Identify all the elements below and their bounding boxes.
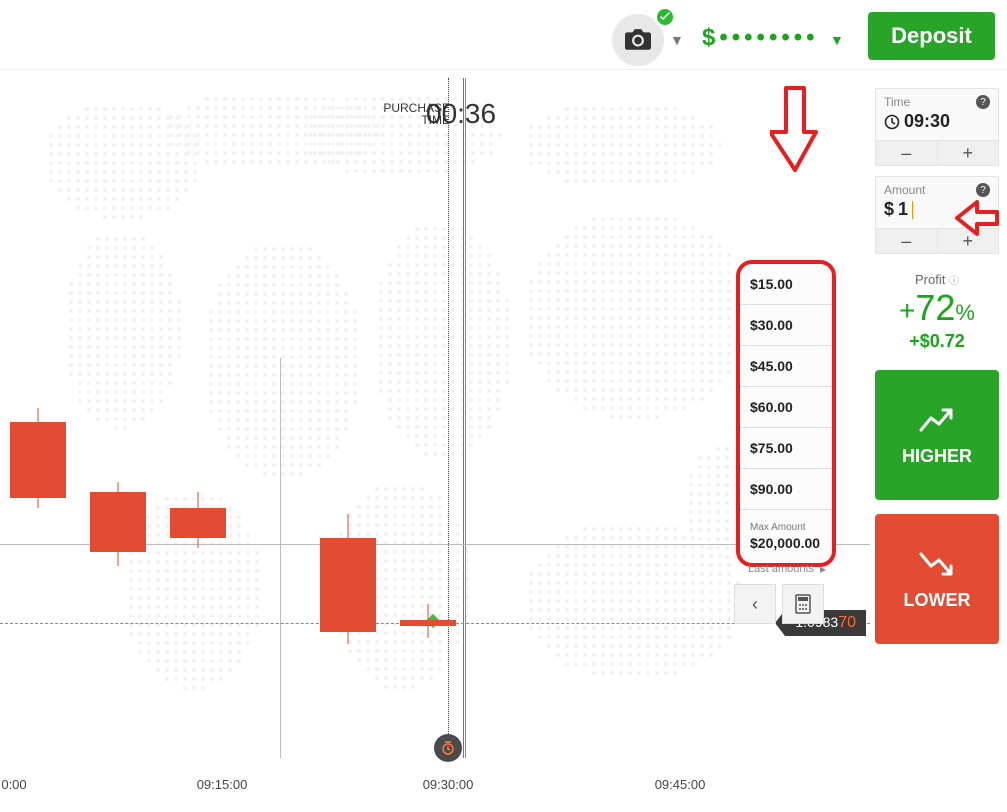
help-icon[interactable]: ? bbox=[976, 183, 990, 197]
amount-preset-item[interactable]: $90.00 bbox=[740, 469, 832, 510]
text-cursor bbox=[912, 201, 913, 219]
balance-caret-icon[interactable]: ▼ bbox=[830, 32, 844, 48]
amount-preset-item[interactable]: $15.00 bbox=[740, 264, 832, 305]
profit-value: +$0.72 bbox=[875, 331, 999, 352]
higher-label: HIGHER bbox=[902, 446, 972, 467]
time-minus-button[interactable]: – bbox=[876, 141, 938, 165]
profit-display: Profit ⓘ +72% +$0.72 bbox=[875, 272, 999, 352]
x-tick: 09:45:00 bbox=[655, 777, 706, 792]
amount-preset-item[interactable]: $60.00 bbox=[740, 387, 832, 428]
candle bbox=[170, 78, 226, 798]
candle bbox=[10, 78, 66, 798]
amount-preset-max[interactable]: Max Amount$20,000.00 bbox=[740, 510, 832, 563]
lower-button[interactable]: LOWER bbox=[875, 514, 999, 644]
check-icon bbox=[659, 11, 671, 23]
amount-preset-item[interactable]: $75.00 bbox=[740, 428, 832, 469]
profit-sign: + bbox=[899, 295, 915, 326]
time-label: Time bbox=[884, 95, 910, 109]
higher-button[interactable]: HIGHER bbox=[875, 370, 999, 500]
lower-label: LOWER bbox=[904, 590, 971, 611]
time-plus-button[interactable]: + bbox=[938, 141, 999, 165]
clock-icon bbox=[884, 114, 900, 130]
profit-percent: 72 bbox=[915, 287, 955, 328]
help-icon[interactable]: ⓘ bbox=[949, 276, 959, 287]
crosshair-vertical bbox=[280, 358, 281, 758]
trend-up-icon bbox=[919, 404, 955, 434]
help-icon[interactable]: ? bbox=[976, 95, 990, 109]
back-button[interactable]: ‹ bbox=[734, 584, 776, 624]
amount-preset-panel: $15.00$30.00$45.00$60.00$75.00$90.00Max … bbox=[736, 260, 836, 567]
trend-down-icon bbox=[919, 548, 955, 578]
last-amounts-toggle[interactable]: Last amounts ▸ bbox=[748, 562, 826, 576]
expiry-time-line bbox=[463, 78, 466, 758]
topbar: ▼ $•••••••• ▼ Deposit bbox=[0, 0, 1007, 70]
time-value: 09:30 bbox=[904, 111, 950, 132]
calculator-icon bbox=[795, 594, 811, 614]
amount-label: Amount bbox=[884, 183, 925, 197]
camera-icon bbox=[625, 29, 651, 51]
amount-tool-buttons: ‹ bbox=[734, 584, 824, 624]
time-box: Time? 09:30 – + bbox=[875, 88, 999, 166]
currency-symbol: $ bbox=[884, 199, 894, 220]
amount-value: 1 bbox=[898, 199, 908, 220]
account-caret-icon[interactable]: ▼ bbox=[670, 32, 684, 48]
amount-minus-button[interactable]: – bbox=[876, 229, 938, 253]
balance-display: $•••••••• bbox=[702, 24, 819, 52]
annotation-arrow-down bbox=[770, 84, 820, 179]
candle bbox=[320, 78, 376, 798]
calculator-button[interactable] bbox=[782, 584, 824, 624]
profit-label: Profit bbox=[915, 272, 945, 287]
price-decimals: 70 bbox=[838, 614, 856, 631]
percent-symbol: % bbox=[955, 300, 975, 325]
trade-sidebar: Time? 09:30 – + Amount? $ 1 – + Profit ⓘ… bbox=[875, 88, 999, 644]
candle bbox=[90, 78, 146, 798]
candle bbox=[400, 78, 456, 798]
amount-preset-item[interactable]: $30.00 bbox=[740, 305, 832, 346]
annotation-arrow-left bbox=[955, 200, 999, 241]
chevron-right-icon: ▸ bbox=[820, 562, 826, 576]
deposit-button[interactable]: Deposit bbox=[868, 12, 995, 60]
verified-badge bbox=[654, 6, 676, 28]
amount-preset-item[interactable]: $45.00 bbox=[740, 346, 832, 387]
last-amounts-label: Last amounts bbox=[748, 563, 814, 575]
